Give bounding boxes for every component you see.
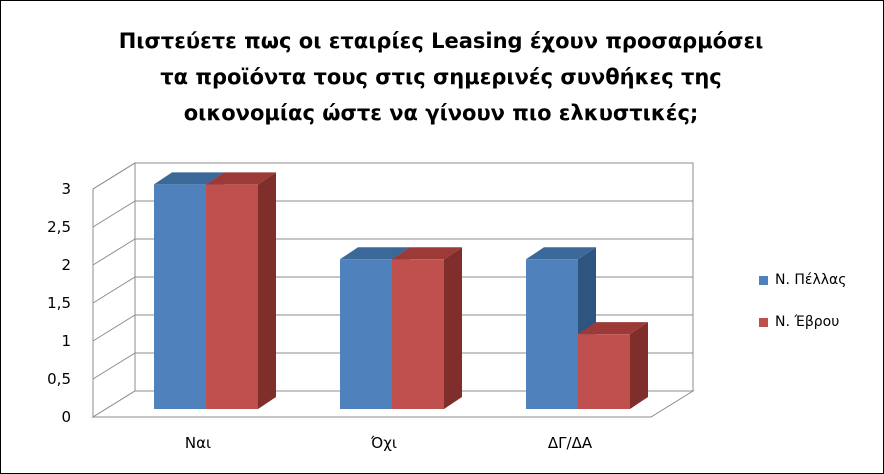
legend-item-pella: Ν. Πέλλας [759, 269, 846, 291]
bar-side [258, 172, 276, 409]
gridline [92, 314, 693, 342]
y-tick-label: 0,5 [47, 370, 71, 388]
y-tick-label: 3 [61, 180, 71, 198]
x-tick-label: ΔΓ/ΔΑ [548, 434, 593, 452]
y-tick-label: 1,5 [47, 294, 71, 312]
chart-title-line-3: οικονομίας ώστε να γίνουν πιο ελκυστικές… [183, 101, 699, 125]
legend-item-evros: Ν. Έβρου [759, 311, 846, 333]
bar-side [444, 247, 462, 409]
bar-top [340, 247, 410, 260]
chart-title-line-2: τα προϊόντα τους στις σημερινές συνθήκες… [160, 65, 722, 89]
legend-label-evros: Ν. Έβρου [775, 314, 840, 330]
bar-top [206, 172, 276, 185]
bar-1-cat-2 [578, 334, 630, 409]
bar-1-cat-0 [206, 184, 258, 409]
bar-top [154, 172, 224, 185]
x-tick-label: Ναι [185, 434, 211, 452]
legend-swatch-pella [759, 275, 768, 285]
bar-0-cat-2 [526, 259, 578, 409]
y-tick-label: 1 [61, 332, 71, 350]
legend: Ν. Πέλλας Ν. Έβρου [759, 269, 846, 353]
bar-top [392, 247, 462, 260]
y-tick-label: 2 [61, 256, 71, 274]
legend-label-pella: Ν. Πέλλας [775, 272, 847, 288]
gridline [92, 200, 693, 228]
chart-title-line-1: Πιστεύετε πως οι εταιρίες Leasing έχουν … [118, 29, 764, 53]
x-tick-label: Όχι [370, 434, 397, 452]
gridline [92, 238, 693, 266]
bar-1-cat-1 [392, 259, 444, 409]
bar-top [526, 247, 596, 260]
gridline [92, 162, 693, 190]
bar-0-cat-1 [340, 259, 392, 409]
gridline [92, 352, 693, 380]
gridline [92, 276, 693, 304]
y-tick-label: 0 [61, 408, 71, 426]
y-tick-label: 2,5 [47, 218, 71, 236]
bar-0-cat-0 [154, 184, 206, 409]
legend-swatch-evros [759, 317, 768, 327]
bar-side [630, 322, 648, 409]
bar-top [578, 322, 648, 335]
chart-title: Πιστεύετε πως οι εταιρίες Leasing έχουν … [41, 23, 841, 131]
